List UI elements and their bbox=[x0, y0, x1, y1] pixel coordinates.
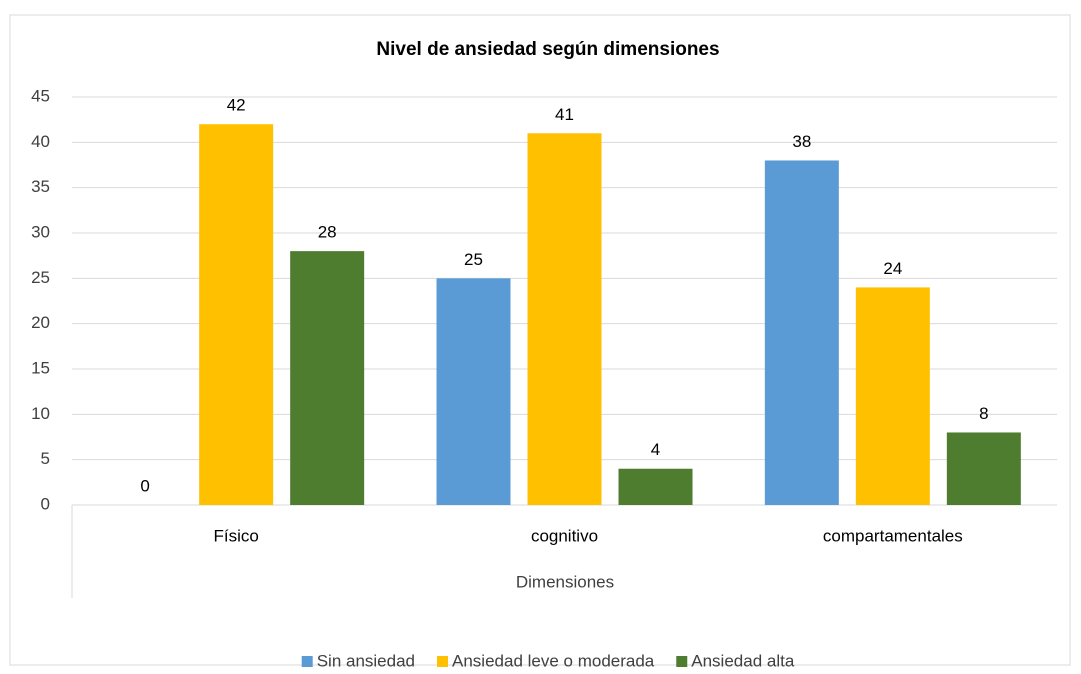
y-tick-label: 30 bbox=[31, 222, 50, 241]
data-label: 4 bbox=[651, 440, 660, 459]
bar bbox=[199, 124, 274, 505]
x-tick-label: compartamentales bbox=[823, 526, 963, 545]
bar bbox=[764, 160, 839, 505]
data-label: 38 bbox=[792, 132, 811, 151]
y-tick-label: 45 bbox=[31, 86, 50, 105]
y-tick-label: 10 bbox=[31, 404, 50, 423]
y-tick-label: 15 bbox=[31, 358, 50, 377]
legend-label: Ansiedad leve o moderada bbox=[452, 651, 655, 669]
legend-swatch bbox=[437, 656, 449, 667]
data-label: 28 bbox=[318, 223, 337, 242]
legend-label: Ansiedad alta bbox=[691, 651, 795, 669]
data-label: 24 bbox=[883, 259, 902, 278]
y-tick-label: 25 bbox=[31, 268, 50, 287]
chart-title: Nivel de ansiedad según dimensiones bbox=[376, 39, 719, 60]
bar bbox=[946, 432, 1021, 505]
y-tick-label: 40 bbox=[31, 132, 50, 151]
x-tick-label: cognitivo bbox=[531, 526, 598, 545]
y-tick-label: 0 bbox=[41, 494, 50, 513]
y-tick-label: 35 bbox=[31, 177, 50, 196]
bar bbox=[527, 133, 602, 505]
y-tick-label: 5 bbox=[41, 449, 50, 468]
data-label: 25 bbox=[464, 250, 483, 269]
x-axis-title: Dimensiones bbox=[516, 572, 614, 591]
x-tick-label: Físico bbox=[213, 526, 258, 545]
legend-swatch bbox=[676, 656, 688, 667]
legend-swatch bbox=[301, 656, 313, 667]
bar bbox=[618, 468, 693, 505]
bar bbox=[436, 278, 511, 505]
bar bbox=[290, 251, 365, 505]
data-label: 42 bbox=[227, 96, 246, 115]
y-tick-label: 20 bbox=[31, 313, 50, 332]
legend-label: Sin ansiedad bbox=[317, 651, 415, 669]
data-label: 0 bbox=[140, 476, 149, 495]
data-label: 8 bbox=[979, 404, 988, 423]
bar bbox=[855, 287, 930, 505]
data-label: 41 bbox=[555, 105, 574, 124]
